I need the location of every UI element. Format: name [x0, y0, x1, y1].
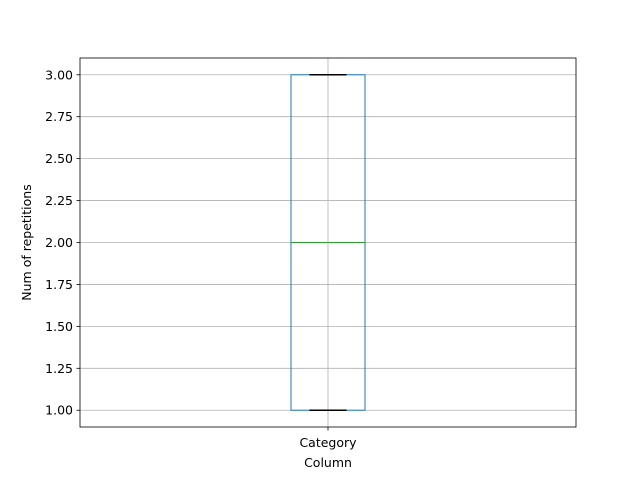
y-tick-label: 2.75: [45, 109, 73, 124]
y-tick-label: 2.00: [45, 235, 73, 250]
y-tick-label: 1.75: [45, 277, 73, 292]
y-tick-label: 2.50: [45, 151, 73, 166]
y-tick-label: 2.25: [45, 193, 73, 208]
y-axis-label: Num of repetitions: [19, 184, 34, 300]
y-tick-label: 3.00: [45, 67, 73, 82]
y-tick-label: 1.00: [45, 403, 73, 418]
box-layer: [290, 74, 366, 411]
y-tick-label: 1.50: [45, 319, 73, 334]
x-tick-label: Category: [299, 435, 357, 450]
tick-layer: 1.00 1.25 1.50 1.75 2.00 2.25 2.50 2.75 3.00 Cate…: [45, 67, 357, 450]
y-tick-label: 1.25: [45, 361, 73, 376]
x-axis-label: Column: [304, 455, 352, 470]
